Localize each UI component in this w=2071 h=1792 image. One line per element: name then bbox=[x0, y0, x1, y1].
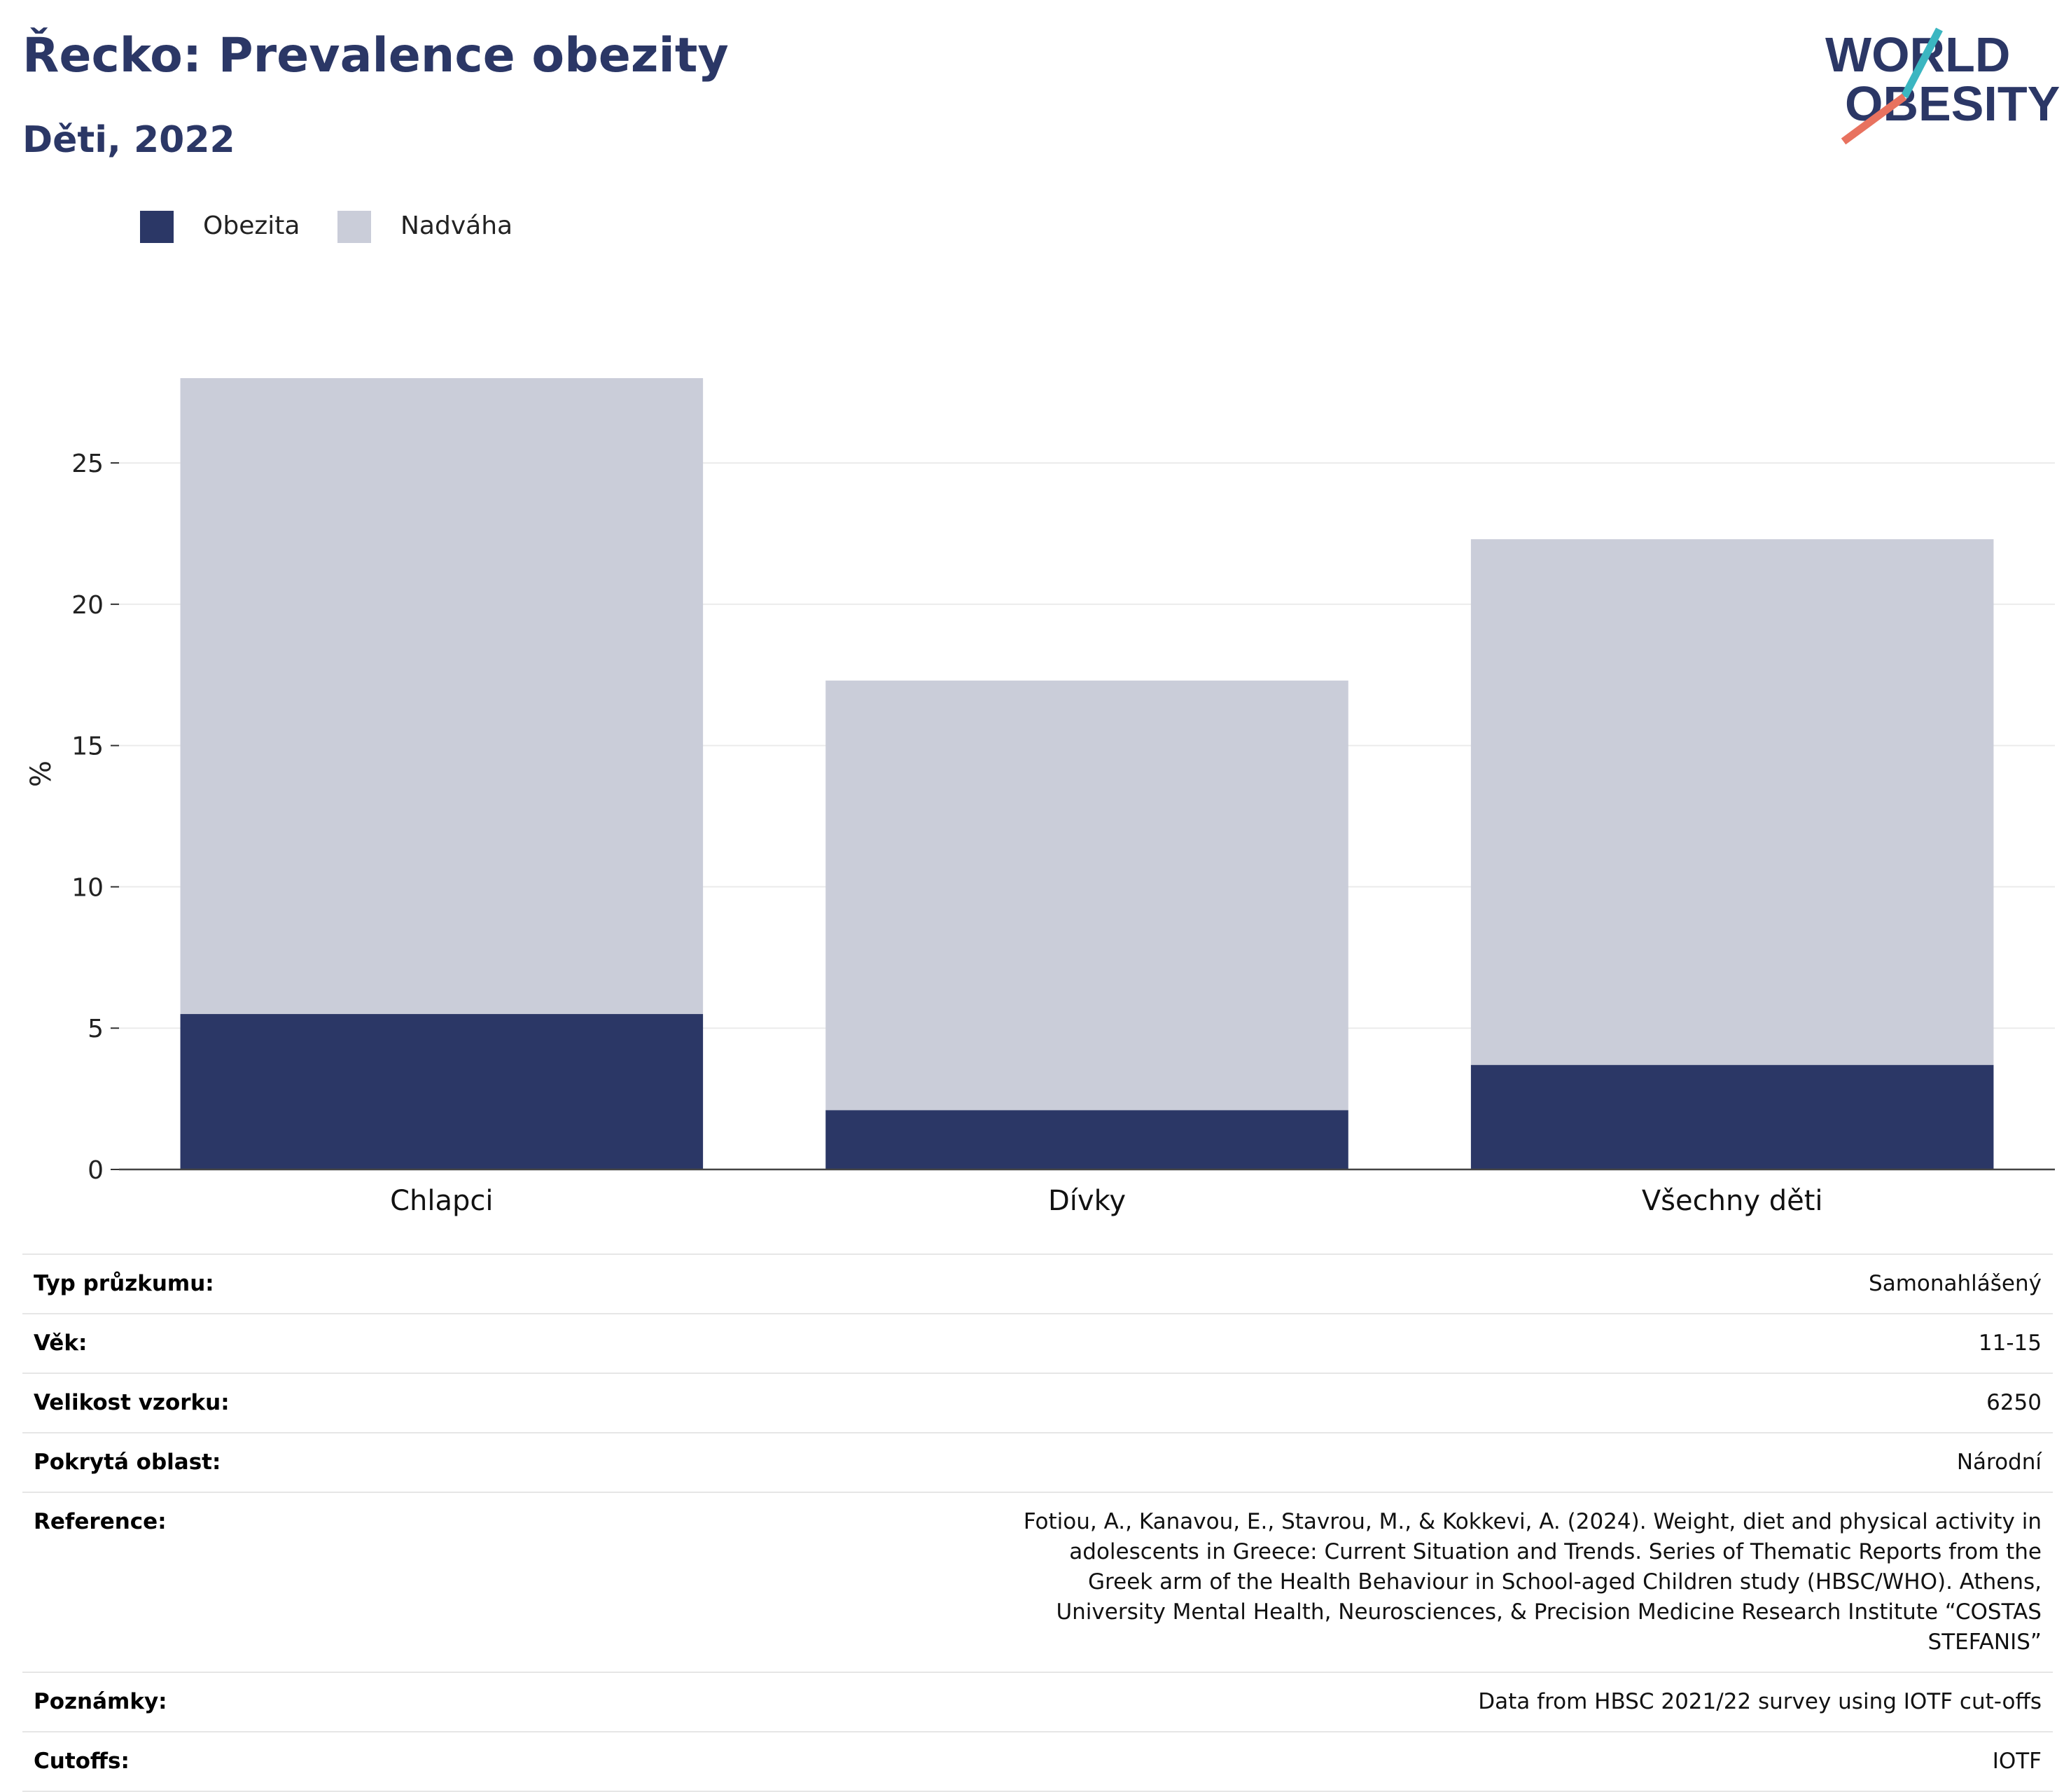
info-key: Cutoffs: bbox=[22, 1731, 465, 1792]
legend-label-overweight: Nadváha bbox=[400, 211, 513, 240]
logo-slash-red bbox=[1841, 93, 1907, 145]
info-row-cutoffs: Cutoffs: IOTF bbox=[22, 1731, 2053, 1792]
info-row-age: Věk: 11-15 bbox=[22, 1313, 2053, 1374]
y-tick-label: 5 bbox=[88, 1015, 104, 1043]
bar-obesity bbox=[1470, 1064, 1994, 1169]
chart-title: Řecko: Prevalence obezity bbox=[22, 28, 729, 83]
bar-overweight bbox=[1470, 539, 1994, 1065]
bar-overweight bbox=[180, 378, 704, 1015]
y-tick-label: 10 bbox=[71, 873, 104, 902]
info-key: Reference: bbox=[22, 1492, 465, 1673]
info-row-notes: Poznámky: Data from HBSC 2021/22 survey … bbox=[22, 1672, 2053, 1732]
legend-label-obesity: Obezita bbox=[203, 211, 300, 240]
legend-swatch-obesity bbox=[140, 211, 174, 243]
x-tick-label: Dívky bbox=[1048, 1185, 1126, 1217]
legend-swatch-overweight bbox=[337, 211, 371, 243]
info-key: Velikost vzorku: bbox=[22, 1373, 465, 1433]
x-tick-label: Všechny děti bbox=[1642, 1185, 1823, 1217]
info-key: Poznámky: bbox=[22, 1672, 465, 1732]
world-obesity-logo: WORLD OBESITY bbox=[1825, 27, 2060, 145]
stacked-bar-chart: 0 5 10 15 20 25% Chlapci Dívky Všechny děti bbox=[25, 378, 2055, 1217]
info-value: Data from HBSC 2021/22 survey using IOTF… bbox=[465, 1672, 2053, 1732]
info-value: 11-15 bbox=[465, 1313, 2053, 1374]
info-value: Fotiou, A., Kanavou, E., Stavrou, M., & … bbox=[465, 1492, 2053, 1673]
info-row-sample-size: Velikost vzorku: 6250 bbox=[22, 1373, 2053, 1433]
bar-obesity bbox=[825, 1110, 1348, 1169]
info-row-reference: Reference: Fotiou, A., Kanavou, E., Stav… bbox=[22, 1492, 2053, 1673]
y-tick-label: 20 bbox=[71, 591, 104, 620]
x-tick-label: Chlapci bbox=[390, 1185, 493, 1217]
info-key: Typ průzkumu: bbox=[22, 1253, 465, 1314]
y-tick-label: 0 bbox=[88, 1156, 104, 1185]
y-axis-label: % bbox=[25, 760, 57, 787]
logo-slash-teal bbox=[1901, 27, 1943, 99]
info-value: IOTF bbox=[465, 1731, 2053, 1792]
y-tick-label: 25 bbox=[71, 450, 104, 478]
info-value: Národní bbox=[465, 1432, 2053, 1493]
survey-info-table: Typ průzkumu: Samonahlášený Věk: 11-15 V… bbox=[22, 1253, 2053, 1792]
y-tick-label: 15 bbox=[71, 732, 104, 761]
info-key: Pokrytá oblast: bbox=[22, 1432, 465, 1493]
info-key: Věk: bbox=[22, 1313, 465, 1374]
logo-word-obesity: OBESITY bbox=[1845, 76, 2060, 131]
info-row-area-covered: Pokrytá oblast: Národní bbox=[22, 1432, 2053, 1493]
info-row-survey-type: Typ průzkumu: Samonahlášený bbox=[22, 1253, 2053, 1314]
chart-subtitle: Děti, 2022 bbox=[22, 119, 235, 161]
info-value: 6250 bbox=[465, 1373, 2053, 1433]
bar-overweight bbox=[825, 680, 1348, 1111]
bar-obesity bbox=[180, 1014, 704, 1169]
info-value: Samonahlášený bbox=[465, 1253, 2053, 1314]
